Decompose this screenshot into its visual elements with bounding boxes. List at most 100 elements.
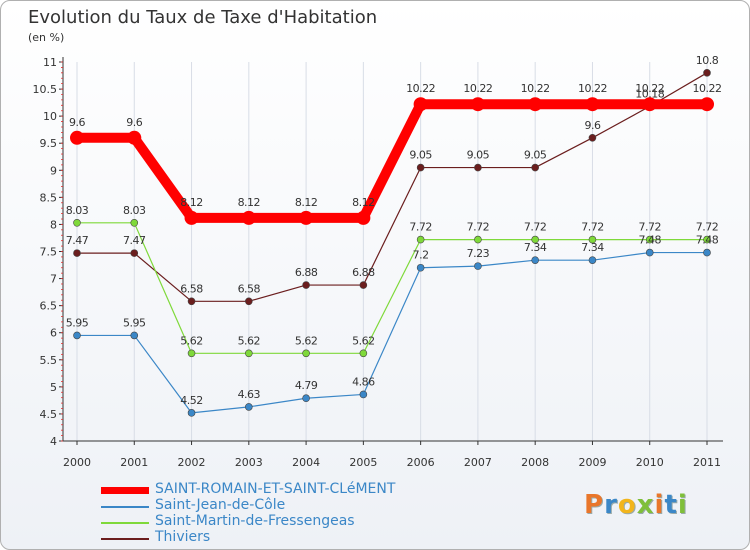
x-tick-label: 2010 (636, 456, 664, 469)
data-label: 5.62 (180, 334, 203, 347)
data-point (528, 97, 543, 112)
data-point (359, 349, 368, 358)
data-label: 8.03 (66, 204, 89, 217)
data-label: 7.2 (413, 249, 429, 262)
data-point (187, 409, 196, 417)
x-tick-label: 2002 (178, 456, 206, 469)
data-label: 5.62 (352, 334, 375, 347)
logo-letter: i (677, 490, 688, 520)
logo-letter: i (654, 490, 665, 520)
y-tick-label: 8.5 (40, 191, 58, 204)
data-point (184, 210, 199, 225)
data-point (130, 249, 139, 257)
data-point (645, 235, 654, 244)
data-point (416, 263, 425, 272)
legend-label-saint-romain: SAINT-ROMAIN-ET-SAINT-CLéMENT (155, 481, 396, 497)
data-point (588, 256, 597, 264)
data-label: 7.48 (696, 234, 719, 247)
data-label: 9.05 (467, 149, 490, 162)
data-point (241, 210, 256, 225)
data-point (73, 249, 81, 257)
data-point (359, 390, 368, 399)
data-label: 9.05 (524, 149, 547, 162)
data-point (73, 331, 81, 340)
data-label: 6.88 (295, 266, 318, 279)
data-point (588, 134, 597, 142)
y-tick-label: 6 (50, 327, 57, 340)
data-point (588, 235, 597, 244)
data-point (356, 210, 371, 225)
data-label: 7.48 (638, 234, 661, 247)
data-label: 7.72 (467, 221, 490, 234)
data-label: 10.22 (578, 82, 607, 95)
data-point (585, 97, 600, 112)
data-label: 7.47 (123, 234, 146, 247)
data-label: 8.12 (352, 196, 375, 209)
data-label: 7.72 (409, 221, 432, 234)
data-label: 7.72 (524, 221, 547, 234)
data-point (130, 331, 139, 340)
data-point (474, 235, 482, 244)
x-tick-label: 2006 (407, 456, 435, 469)
data-label: 10.22 (406, 82, 435, 95)
legend-label-saint-jean: Saint-Jean-de-Côle (155, 497, 286, 513)
data-point (302, 281, 310, 289)
x-tick-label: 2008 (521, 456, 549, 469)
data-label: 8.03 (123, 204, 146, 217)
data-point (531, 235, 539, 244)
data-point (302, 394, 310, 403)
y-tick-label: 9 (50, 164, 57, 177)
data-point (703, 69, 711, 77)
data-label: 10.22 (463, 82, 492, 95)
series-line-3 (77, 72, 708, 302)
logo-letter: o (617, 490, 637, 520)
data-point (187, 297, 196, 306)
x-tick-label: 2005 (349, 456, 377, 469)
legend-label-saint-martin: Saint-Martin-de-Fressengeas (155, 513, 355, 529)
x-tick-label: 2011 (693, 456, 721, 469)
y-tick-label: 4.5 (40, 408, 58, 421)
data-label: 9.6 (584, 119, 600, 132)
data-label: 8.12 (180, 196, 203, 209)
data-point (413, 97, 428, 112)
legend-swatch-saint-martin (101, 522, 149, 524)
x-tick-label: 2004 (292, 456, 320, 469)
data-label: 6.58 (238, 282, 261, 295)
data-point (531, 256, 539, 264)
data-point (127, 130, 142, 145)
logo-letter: P (584, 490, 605, 520)
series-line-0 (77, 99, 707, 223)
data-label: 4.86 (352, 375, 375, 388)
data-point (703, 248, 711, 257)
data-point (245, 403, 253, 411)
data-point (645, 248, 654, 257)
data-point (700, 97, 714, 112)
y-tick-label: 9.5 (40, 137, 58, 150)
data-point (359, 281, 368, 289)
data-point (70, 130, 84, 145)
data-point (73, 219, 81, 227)
logo-letter: r (604, 490, 618, 520)
x-tick-label: 2007 (464, 456, 492, 469)
data-label: 10.22 (693, 82, 722, 95)
x-tick-label: 2003 (235, 456, 263, 469)
y-tick-label: 7.5 (40, 246, 58, 259)
data-label: 6.88 (352, 266, 375, 279)
legend-swatch-thiviers (101, 538, 149, 540)
data-label: 7.72 (696, 221, 719, 234)
proxiti-logo: Proxiti (584, 490, 688, 520)
data-point (299, 210, 314, 225)
data-label: 10.22 (635, 82, 664, 95)
data-label: 7.72 (638, 221, 661, 234)
data-point (245, 349, 253, 358)
chart-title: Evolution du Taux de Taxe d'Habitation (28, 7, 378, 28)
data-label: 10.18 (635, 87, 664, 100)
legend-swatch-saint-jean (101, 506, 149, 508)
y-tick-label: 7 (50, 273, 57, 286)
data-label: 8.12 (238, 196, 261, 209)
data-label: 5.95 (66, 316, 89, 329)
y-tick-label: 11 (43, 56, 57, 69)
y-tick-label: 5.5 (40, 354, 58, 367)
